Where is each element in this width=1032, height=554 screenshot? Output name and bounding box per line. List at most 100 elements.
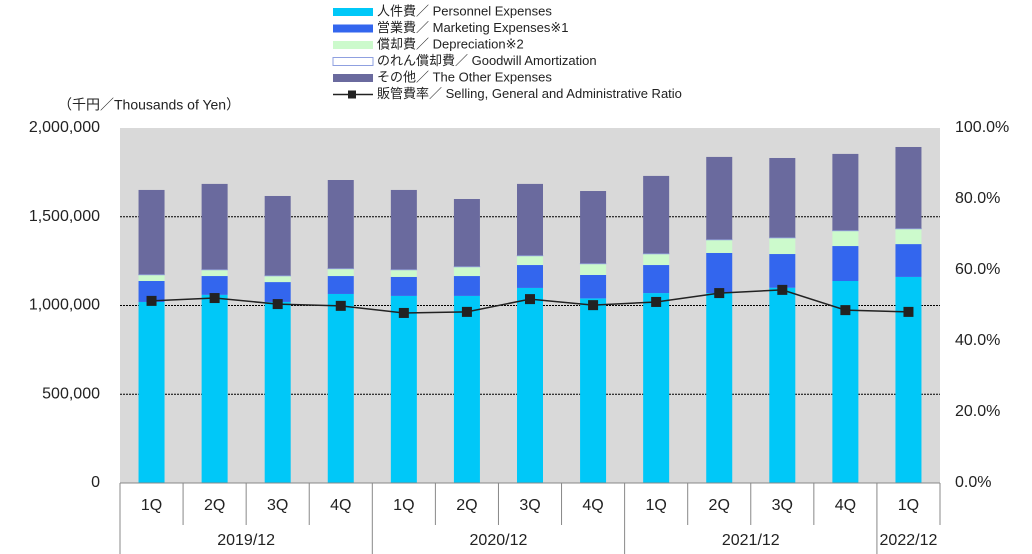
x-tick-label: 1Q <box>645 497 666 514</box>
y-tick-label: 0 <box>91 474 100 491</box>
ratio-marker <box>840 305 851 316</box>
legend-swatch <box>333 8 373 16</box>
bar-segment <box>453 266 481 268</box>
legend-label: 人件費／ Personnel Expenses <box>377 3 552 18</box>
x-tick-label: 2Q <box>456 497 477 514</box>
bar-segment <box>769 287 796 483</box>
group-label: 2021/12 <box>722 532 780 549</box>
ratio-marker <box>588 300 599 311</box>
bar-segment <box>517 255 543 266</box>
y2-tick-label: 80.0% <box>955 190 1000 207</box>
bar-segment <box>895 228 922 230</box>
x-tick-label: 1Q <box>141 497 162 514</box>
ratio-marker <box>651 296 662 307</box>
bar-segment <box>390 269 418 271</box>
bar-segment <box>580 191 607 264</box>
ratio-marker <box>461 306 472 317</box>
bar-segment <box>390 189 417 270</box>
ratio-marker <box>146 295 157 306</box>
ratio-marker <box>335 300 346 311</box>
x-tick-label: 1Q <box>898 497 919 514</box>
y-tick-label: 1,000,000 <box>29 297 100 314</box>
ratio-marker <box>714 288 725 299</box>
bar-segment <box>201 270 228 277</box>
bar-segment <box>643 293 670 483</box>
bar-segment <box>453 199 480 267</box>
y-tick-label: 1,500,000 <box>29 208 100 225</box>
bar-segment <box>580 263 607 275</box>
legend-label: 営業費／ Marketing Expenses※1 <box>377 20 569 35</box>
bar-segment <box>390 295 417 483</box>
bar-segment <box>642 253 670 255</box>
y2-tick-label: 40.0% <box>955 332 1000 349</box>
bar-segment <box>138 274 165 276</box>
group-label: 2020/12 <box>470 532 528 549</box>
bar-segment <box>895 146 922 229</box>
legend-marker <box>348 90 356 99</box>
x-tick-label: 3Q <box>519 497 540 514</box>
legend-swatch <box>333 74 373 82</box>
bar-segment <box>706 252 733 294</box>
bar-segment <box>264 282 291 302</box>
bar-segment <box>264 301 291 483</box>
bar-segment <box>201 183 228 270</box>
ratio-marker <box>272 299 283 310</box>
bar-segment <box>201 269 228 271</box>
bar-segment <box>453 266 480 277</box>
bar-segment <box>138 281 165 302</box>
bar-segment <box>327 268 354 277</box>
legend-label: 販管費率／ Selling, General and Administrativ… <box>377 86 682 101</box>
x-tick-label: 4Q <box>330 497 351 514</box>
bar-segment <box>769 157 796 238</box>
x-tick-label: 2Q <box>709 497 730 514</box>
bar-segment <box>264 276 291 283</box>
bar-segment <box>264 275 291 277</box>
bar-segment <box>516 255 544 257</box>
ratio-marker <box>525 294 535 305</box>
bar-segment <box>706 240 733 253</box>
ratio-marker <box>777 284 788 295</box>
bar-segment <box>769 237 796 239</box>
bar-segment <box>769 238 796 255</box>
bar-segment <box>580 298 607 483</box>
legend-label: のれん償却費／ Goodwill Amortization <box>377 53 597 68</box>
bar-segment <box>327 180 354 269</box>
y2-tick-label: 0.0% <box>955 474 991 491</box>
bar-segment <box>138 274 165 282</box>
bar-segment <box>580 274 607 299</box>
bar-segment <box>201 276 228 295</box>
bar-segment <box>643 254 670 266</box>
bar-segment <box>643 175 670 254</box>
group-label: 2019/12 <box>217 532 275 549</box>
legend-label: 償却費／ Depreciation※2 <box>377 36 524 51</box>
bar-segment <box>453 295 480 483</box>
bar-segment <box>390 270 417 277</box>
ratio-marker <box>903 306 914 317</box>
bar-segment <box>769 254 796 288</box>
y2-tick-label: 60.0% <box>955 261 1000 278</box>
bar-segment <box>832 153 859 231</box>
bar-segment <box>138 189 165 275</box>
bar-segment <box>517 265 543 288</box>
bar-segment <box>517 183 543 256</box>
x-tick-label: 3Q <box>772 497 793 514</box>
y-tick-label: 2,000,000 <box>29 119 100 136</box>
bar-segment <box>895 244 922 277</box>
legend-swatch <box>333 41 373 49</box>
bar-segment <box>706 293 733 483</box>
bar-segment <box>517 287 543 483</box>
x-tick-label: 4Q <box>582 497 603 514</box>
bar-segment <box>138 301 165 483</box>
y-tick-label: 500,000 <box>42 385 100 402</box>
bar-segment <box>264 195 291 276</box>
bar-segment <box>895 228 922 245</box>
y2-tick-label: 100.0% <box>955 119 1009 136</box>
bar-segment <box>832 230 859 232</box>
bar-segment <box>706 156 733 240</box>
bar-segment <box>832 230 859 247</box>
group-label: 2022/12 <box>880 532 938 549</box>
x-tick-label: 3Q <box>267 497 288 514</box>
bar-segment <box>201 294 228 483</box>
